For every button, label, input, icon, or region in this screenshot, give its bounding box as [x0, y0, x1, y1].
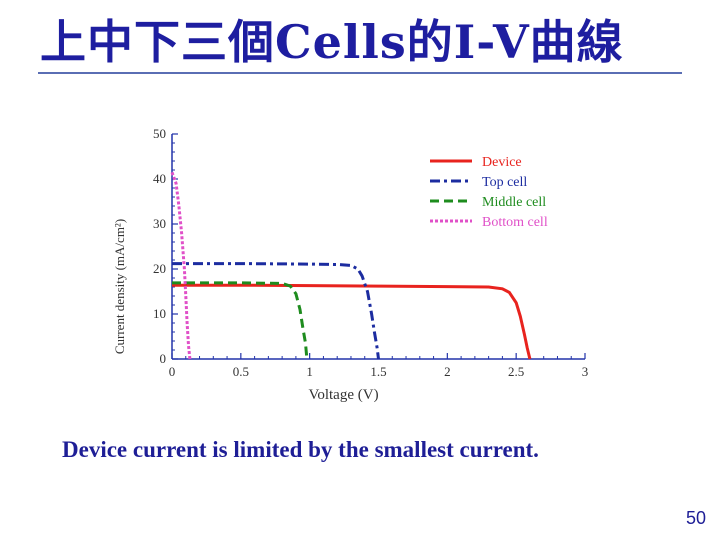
slide-title: 上中下三個Cells的I-V曲線 [40, 15, 624, 69]
ticks: 0 10 20 30 40 50 0 0.5 1 1.5 2 2.5 3 Voltage (V) [153, 126, 588, 403]
series-lines [170, 171, 532, 360]
series-line-top-cell [172, 262, 380, 360]
caption: Device current is limited by the smalles… [62, 437, 539, 462]
y-tick-label: 50 [153, 126, 166, 141]
series-line-middle-cell [172, 281, 309, 360]
y-tick-label: 10 [153, 306, 166, 321]
y-axis-title-text: Current density (mA/cm²) [112, 219, 127, 354]
legend-label: Middle cell [482, 195, 546, 210]
y-tick-label: 30 [153, 216, 166, 231]
x-tick-label: 3 [582, 364, 589, 379]
y-tick-label: 20 [153, 261, 166, 276]
legend: Device Top cell Middle cell Bottom cell [430, 155, 548, 230]
y-axis-title: Current density (mA/cm²) [112, 219, 127, 354]
series-line-device [172, 283, 532, 360]
x-tick-label: 0.5 [233, 364, 249, 379]
x-tick-label: 0 [169, 364, 176, 379]
page-number: 50 [685, 508, 706, 528]
title-rule [38, 72, 682, 74]
x-axis-title: Voltage (V) [308, 387, 378, 403]
x-tick-label: 1 [306, 364, 313, 379]
legend-label: Device [482, 155, 522, 170]
y-tick-label: 0 [160, 351, 167, 366]
x-tick-label: 2 [444, 364, 451, 379]
x-tick-label: 2.5 [508, 364, 524, 379]
legend-label: Bottom cell [482, 215, 548, 230]
y-tick-label: 40 [153, 171, 166, 186]
x-tick-label: 1.5 [370, 364, 386, 379]
legend-label: Top cell [482, 175, 527, 190]
iv-chart: Current density (mA/cm²) 0 10 20 30 40 50 0 0.5… [112, 126, 588, 403]
series-line-bottom-cell [170, 171, 192, 360]
